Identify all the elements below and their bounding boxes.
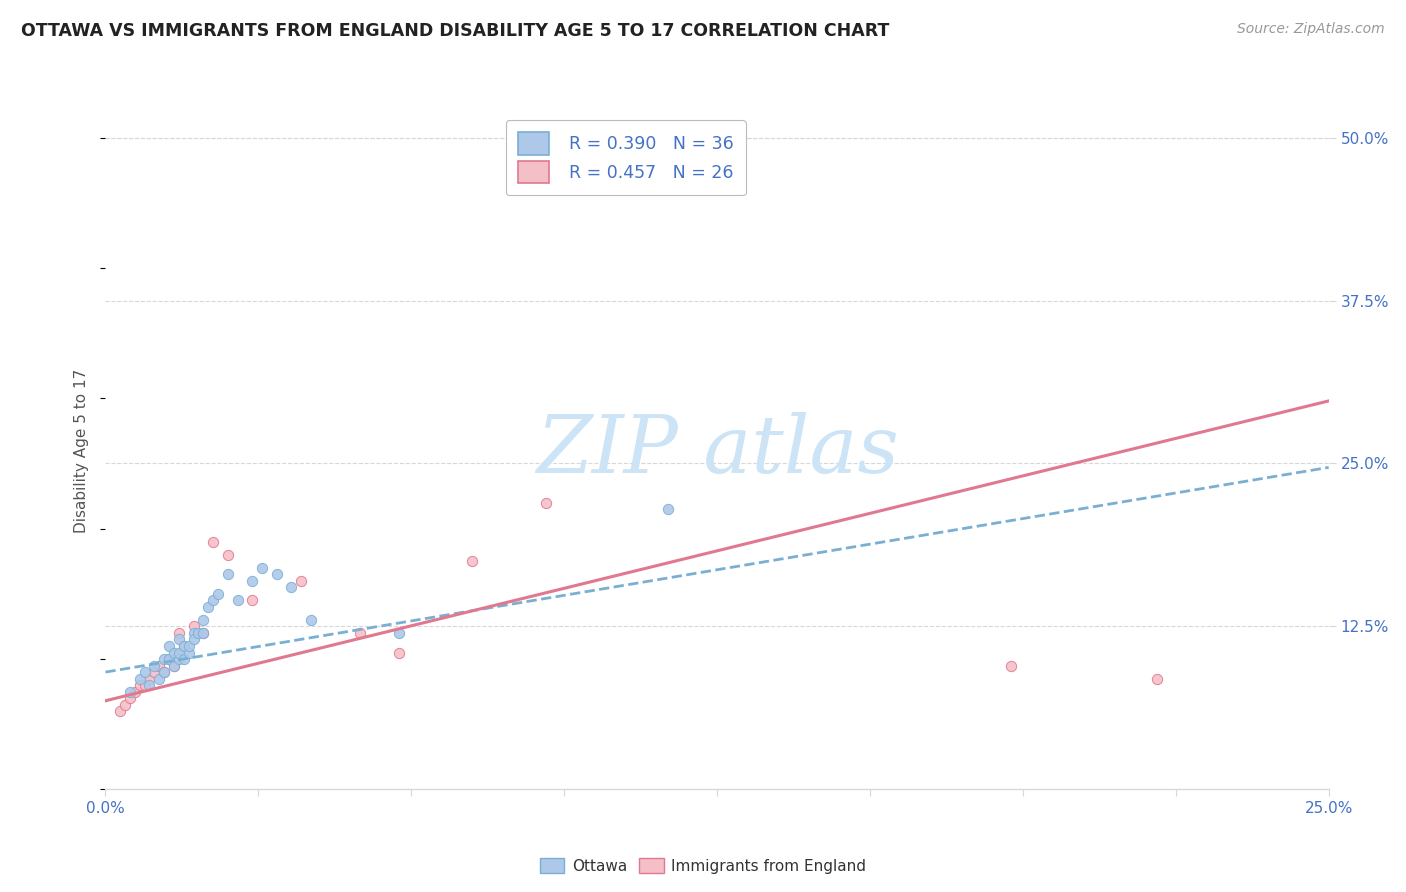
Point <box>193 626 215 640</box>
Point <box>202 534 225 549</box>
Point <box>143 665 166 679</box>
Text: OTTAWA VS IMMIGRANTS FROM ENGLAND DISABILITY AGE 5 TO 17 CORRELATION CHART: OTTAWA VS IMMIGRANTS FROM ENGLAND DISABI… <box>21 22 890 40</box>
Point <box>177 639 200 653</box>
Legend: Ottawa, Immigrants from England: Ottawa, Immigrants from England <box>533 852 873 880</box>
Point <box>157 652 180 666</box>
Point <box>534 495 557 509</box>
Point <box>349 626 371 640</box>
Point <box>108 704 131 718</box>
Point <box>1146 672 1168 686</box>
Point <box>217 548 239 562</box>
Point <box>226 593 249 607</box>
Point <box>250 561 273 575</box>
Legend:   R = 0.390   N = 36,   R = 0.457   N = 26: R = 0.390 N = 36, R = 0.457 N = 26 <box>506 120 745 195</box>
Point <box>388 646 411 660</box>
Text: Source: ZipAtlas.com: Source: ZipAtlas.com <box>1237 22 1385 37</box>
Point <box>299 613 322 627</box>
Point <box>153 665 176 679</box>
Point <box>202 593 225 607</box>
Point <box>118 684 141 698</box>
Point <box>163 658 186 673</box>
Point <box>183 619 205 633</box>
Point <box>143 658 166 673</box>
Point <box>217 567 239 582</box>
Point <box>153 665 176 679</box>
Point <box>118 691 141 706</box>
Point <box>157 652 180 666</box>
Point <box>207 587 229 601</box>
Point <box>280 580 302 594</box>
Point <box>388 626 411 640</box>
Y-axis label: Disability Age 5 to 17: Disability Age 5 to 17 <box>75 368 90 533</box>
Point <box>167 626 190 640</box>
Point <box>173 639 195 653</box>
Point <box>657 502 679 516</box>
Point <box>138 672 160 686</box>
Point <box>177 646 200 660</box>
Point <box>167 632 190 647</box>
Point <box>167 652 190 666</box>
Point <box>193 613 215 627</box>
Point <box>183 632 205 647</box>
Point <box>148 658 170 673</box>
Text: ZIP atlas: ZIP atlas <box>536 412 898 489</box>
Point <box>1000 658 1022 673</box>
Point <box>157 639 180 653</box>
Point <box>138 678 160 692</box>
Point <box>187 626 209 640</box>
Point <box>197 599 219 614</box>
Point <box>266 567 288 582</box>
Point <box>240 574 263 588</box>
Point <box>148 672 170 686</box>
Point <box>163 646 186 660</box>
Point <box>240 593 263 607</box>
Point <box>124 684 146 698</box>
Point <box>290 574 312 588</box>
Point <box>173 652 195 666</box>
Point <box>114 698 136 712</box>
Point <box>134 665 156 679</box>
Point <box>461 554 484 568</box>
Point <box>134 678 156 692</box>
Point <box>153 652 176 666</box>
Point <box>163 658 186 673</box>
Point <box>167 646 190 660</box>
Point <box>128 672 150 686</box>
Point <box>183 626 205 640</box>
Point <box>173 639 195 653</box>
Point <box>193 626 215 640</box>
Point <box>128 678 150 692</box>
